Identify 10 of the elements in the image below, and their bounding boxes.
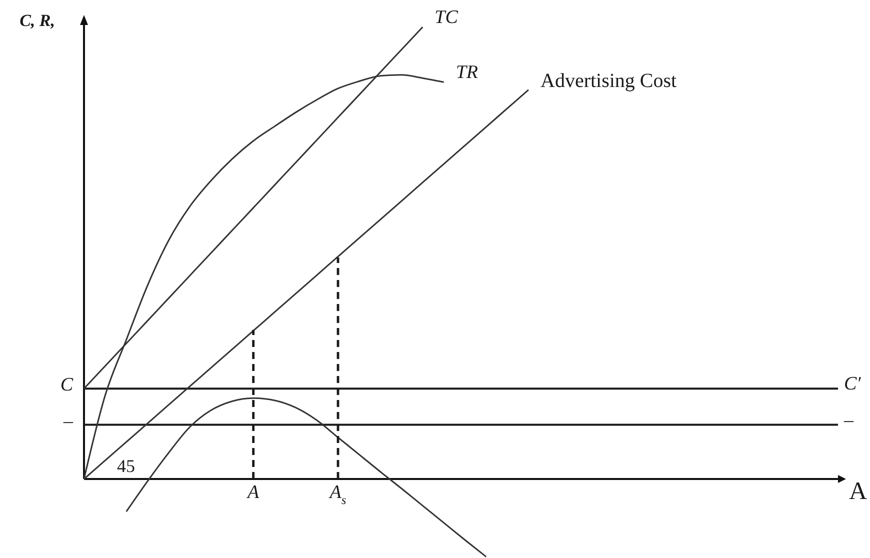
x-tick-label: A$_{s}$	[328, 482, 346, 507]
series-label: Advertising Cost	[540, 69, 678, 92]
series-label: TC	[434, 7, 458, 28]
ref-line-label: C	[60, 374, 74, 396]
y-axis-title: C, R,	[20, 10, 55, 30]
text: C′	[844, 374, 862, 395]
ref-line-label: –	[62, 411, 74, 432]
text: –	[843, 410, 854, 432]
annotation: 45	[117, 456, 135, 476]
series-label: TR	[456, 62, 478, 84]
